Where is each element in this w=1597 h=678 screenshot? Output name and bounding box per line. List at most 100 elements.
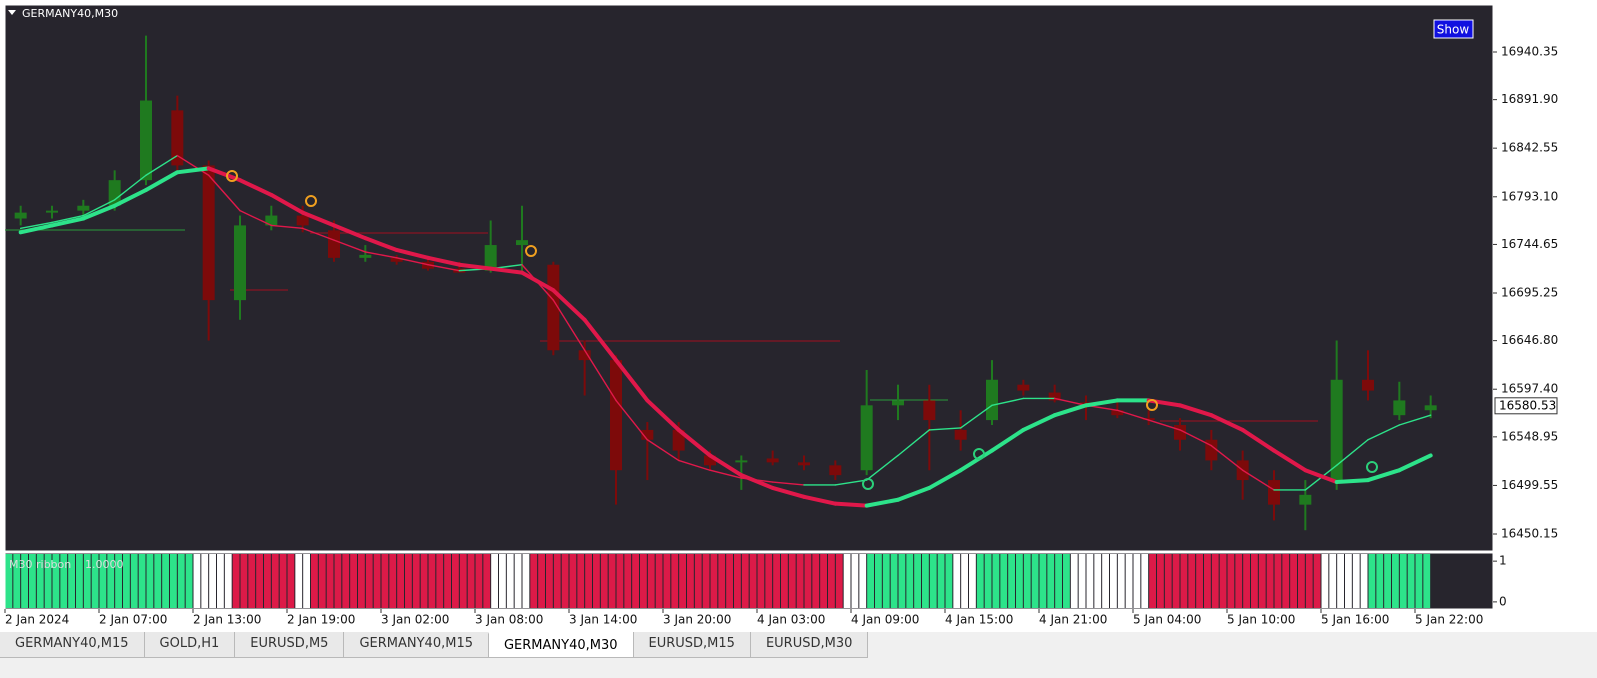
candle-body bbox=[1393, 400, 1406, 416]
ribbon-bar bbox=[491, 554, 498, 608]
ribbon-bar bbox=[350, 554, 357, 608]
tab[interactable]: EURUSD,M30 bbox=[749, 632, 869, 658]
ma-segment bbox=[1366, 468, 1402, 483]
ribbon-bar bbox=[130, 554, 138, 608]
candle-body bbox=[46, 210, 58, 213]
indicator-value: 1.0000 bbox=[85, 558, 124, 571]
candle-body bbox=[359, 254, 372, 258]
ribbon-bar bbox=[1172, 554, 1180, 608]
ma-segment bbox=[176, 154, 210, 176]
ribbon-bar bbox=[1141, 554, 1149, 608]
ma-segment bbox=[614, 358, 650, 403]
ribbon-bar bbox=[1321, 554, 1329, 608]
ribbon-bar bbox=[1337, 554, 1344, 608]
ma-segment bbox=[1367, 424, 1401, 441]
tab[interactable]: EURUSD,M15 bbox=[632, 632, 751, 658]
candle-body bbox=[610, 360, 622, 471]
ribbon-bar bbox=[358, 554, 365, 608]
candle-body bbox=[1111, 410, 1124, 416]
x-tick-label: 5 Jan 04:00 bbox=[1133, 613, 1201, 627]
ribbon-bar bbox=[1008, 554, 1015, 608]
ribbon-bar bbox=[428, 554, 436, 608]
chart-title: GERMANY40,M30 bbox=[22, 7, 118, 20]
sell-signal bbox=[1146, 399, 1158, 411]
ribbon-bar bbox=[741, 554, 749, 608]
candle-body bbox=[234, 225, 246, 301]
x-tick-label: 3 Jan 08:00 bbox=[475, 613, 543, 627]
buy-signal bbox=[1366, 461, 1378, 473]
ribbon-bar bbox=[1352, 554, 1360, 608]
buy-signal bbox=[973, 448, 985, 460]
ribbon-bar bbox=[177, 554, 185, 608]
x-tick-label: 5 Jan 16:00 bbox=[1321, 613, 1389, 627]
ribbon-bar bbox=[36, 554, 44, 608]
ribbon-bar bbox=[687, 554, 694, 608]
ribbon-bar bbox=[726, 554, 733, 608]
ribbon-bar bbox=[1384, 554, 1391, 608]
tab[interactable]: EURUSD,M5 bbox=[234, 632, 345, 658]
ma-segment bbox=[145, 154, 179, 176]
candle-body bbox=[1299, 494, 1312, 505]
ma-segment bbox=[394, 247, 430, 260]
ma-segment bbox=[427, 264, 461, 272]
ma-segment bbox=[1052, 403, 1088, 418]
ma-segment bbox=[207, 174, 241, 212]
ma-segment bbox=[897, 429, 931, 457]
show-button[interactable] bbox=[1433, 19, 1474, 39]
y-tick-label: 16450.15 bbox=[1501, 526, 1558, 540]
ribbon-bar bbox=[608, 554, 616, 608]
ma-segment bbox=[677, 459, 711, 471]
ma-segment bbox=[81, 203, 117, 221]
ma-segment bbox=[364, 251, 398, 259]
ribbon-bar bbox=[381, 554, 389, 608]
ribbon-bar bbox=[1149, 554, 1156, 608]
candle-body bbox=[798, 462, 810, 466]
x-tick-label: 3 Jan 20:00 bbox=[663, 613, 731, 627]
ribbon-bar bbox=[875, 554, 882, 608]
ribbon-bar bbox=[1266, 554, 1274, 608]
show-button-label[interactable]: Show bbox=[1437, 23, 1470, 37]
candle-body bbox=[202, 165, 215, 301]
ribbon-bar bbox=[459, 554, 467, 608]
ma-segment bbox=[457, 262, 493, 271]
ribbon-bar bbox=[1376, 554, 1384, 608]
ribbon-bar bbox=[154, 554, 162, 608]
tab[interactable]: GERMANY40,M15 bbox=[343, 632, 489, 658]
ma-segment bbox=[19, 221, 53, 230]
ribbon-bar bbox=[663, 554, 671, 608]
signals bbox=[226, 170, 1378, 490]
ma-segment bbox=[676, 427, 712, 458]
ribbon-bar bbox=[1039, 554, 1047, 608]
ribbon-bar bbox=[185, 554, 193, 608]
ribbon-bar bbox=[734, 554, 741, 608]
ribbon-bar bbox=[561, 554, 569, 608]
ribbon-bar bbox=[475, 554, 483, 608]
ribbon-bar bbox=[99, 554, 107, 608]
ma-segment bbox=[739, 473, 775, 490]
ribbon-bar bbox=[1078, 554, 1086, 608]
candle-body bbox=[1017, 384, 1030, 391]
candle-body bbox=[704, 455, 716, 466]
ma-segment bbox=[1084, 398, 1120, 408]
y-tick-label: 16695.25 bbox=[1501, 285, 1558, 299]
ribbon-bar bbox=[906, 554, 914, 608]
ribbon-bar bbox=[679, 554, 686, 608]
tab-bar: GERMANY40,M15 GOLD,H1 EURUSD,M5 GERMANY40,M… bbox=[0, 632, 1597, 658]
ma-segment bbox=[426, 255, 462, 267]
tab[interactable]: GERMANY40,M15 bbox=[0, 632, 145, 658]
collapse-arrow[interactable] bbox=[8, 10, 16, 15]
y-tick-label: 16793.10 bbox=[1501, 189, 1558, 203]
ma-segment bbox=[770, 485, 806, 499]
ribbon-bar bbox=[655, 554, 663, 608]
y-tick-label: 16891.90 bbox=[1501, 92, 1558, 106]
ribbon-y-tick-label: 0 bbox=[1499, 594, 1507, 608]
ribbon-bar bbox=[702, 554, 710, 608]
ribbon-bar bbox=[483, 554, 491, 608]
ribbon-bar bbox=[68, 554, 75, 608]
candle-body bbox=[547, 264, 560, 351]
ribbon-bar bbox=[788, 554, 796, 608]
tab[interactable]: GERMANY40,M30 bbox=[487, 632, 634, 658]
tab[interactable]: GOLD,H1 bbox=[143, 632, 236, 658]
ribbon-bar bbox=[138, 554, 146, 608]
ribbon-bar bbox=[1204, 554, 1211, 608]
